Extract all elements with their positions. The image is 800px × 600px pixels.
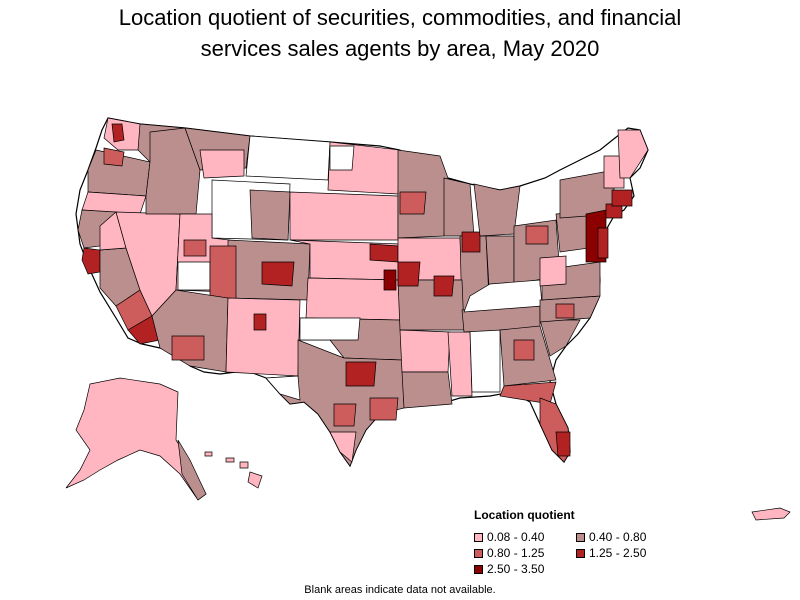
region-ky bbox=[463, 279, 543, 313]
legend-title: Location quotient bbox=[474, 508, 575, 522]
region-hi-1 bbox=[204, 451, 213, 457]
region-co-west bbox=[209, 245, 237, 301]
legend-label-3: 0.80 - 1.25 bbox=[487, 546, 545, 560]
region-oh-cle bbox=[525, 225, 549, 245]
legend-label-5: 2.50 - 3.50 bbox=[487, 562, 545, 576]
region-chicago bbox=[461, 231, 481, 253]
legend-item-5: 2.50 - 3.50 bbox=[474, 562, 544, 576]
region-pr bbox=[751, 507, 791, 521]
legend-swatch-3 bbox=[474, 548, 483, 558]
region-omaha bbox=[369, 243, 399, 263]
region-phoenix bbox=[171, 335, 205, 361]
region-ak-se bbox=[177, 439, 207, 501]
region-al bbox=[469, 329, 501, 393]
region-ak bbox=[65, 377, 207, 501]
region-sf bbox=[81, 247, 101, 275]
region-stl bbox=[433, 275, 455, 297]
region-tx-south bbox=[329, 431, 357, 463]
alaska bbox=[65, 377, 207, 501]
legend-item-4: 1.25 - 2.50 bbox=[576, 546, 646, 560]
region-nd-west bbox=[329, 145, 355, 171]
region-mo bbox=[397, 279, 465, 331]
legend-label-1: 0.08 - 0.40 bbox=[487, 530, 545, 544]
legend-item-1: 0.08 - 0.40 bbox=[474, 530, 544, 544]
region-dallas bbox=[345, 361, 377, 387]
region-tx-west bbox=[265, 375, 301, 401]
region-me bbox=[617, 129, 649, 179]
legend-item-3: 0.80 - 1.25 bbox=[474, 546, 544, 560]
region-ms bbox=[447, 331, 473, 397]
region-ok-west bbox=[299, 317, 361, 341]
legend-swatch-1 bbox=[474, 532, 483, 542]
region-hi-3 bbox=[239, 461, 249, 469]
legend-swatch-5 bbox=[474, 564, 483, 574]
region-wy-east bbox=[249, 189, 291, 241]
hawaii bbox=[204, 451, 263, 489]
region-miami bbox=[555, 431, 571, 457]
region-sd-state bbox=[289, 191, 399, 241]
region-nj bbox=[597, 227, 609, 259]
legend-swatch-4 bbox=[576, 548, 585, 558]
region-ut-sw bbox=[177, 261, 211, 291]
region-charlotte bbox=[555, 303, 575, 319]
region-atlanta bbox=[513, 339, 535, 361]
region-wi bbox=[443, 177, 475, 237]
region-nm bbox=[225, 297, 301, 377]
region-kc bbox=[397, 261, 421, 287]
region-seattle bbox=[111, 123, 125, 143]
region-mt bbox=[245, 135, 331, 181]
legend-item-2: 0.40 - 0.80 bbox=[576, 530, 646, 544]
region-la-state bbox=[401, 371, 453, 409]
legend-label-2: 0.40 - 0.80 bbox=[589, 530, 647, 544]
region-minneapolis bbox=[399, 191, 427, 215]
map-title: Location quotient of securities, commodi… bbox=[0, 2, 800, 64]
region-hi-2 bbox=[225, 457, 235, 463]
legend-label-4: 1.25 - 2.50 bbox=[589, 546, 647, 560]
title-line-1: Location quotient of securities, commodi… bbox=[118, 5, 682, 30]
region-mi bbox=[473, 183, 521, 237]
map-regions bbox=[75, 117, 649, 468]
region-hi-4 bbox=[247, 471, 263, 489]
region-austin bbox=[333, 403, 357, 427]
region-slc bbox=[183, 239, 207, 257]
title-line-2: services sales agents by area, May 2020 bbox=[200, 36, 600, 61]
region-vt-nh bbox=[603, 155, 625, 189]
footnote: Blank areas indicate data not available. bbox=[304, 584, 496, 596]
region-mo-c bbox=[383, 269, 397, 291]
legend-swatch-2 bbox=[576, 532, 585, 542]
region-wv bbox=[539, 255, 567, 287]
region-denver bbox=[261, 261, 295, 287]
region-ma bbox=[611, 189, 633, 207]
region-portland bbox=[103, 147, 125, 167]
region-ar bbox=[399, 329, 451, 373]
region-houston bbox=[369, 397, 399, 421]
region-mt-south bbox=[199, 149, 245, 179]
region-abq bbox=[253, 313, 267, 331]
puerto-rico bbox=[751, 507, 791, 521]
